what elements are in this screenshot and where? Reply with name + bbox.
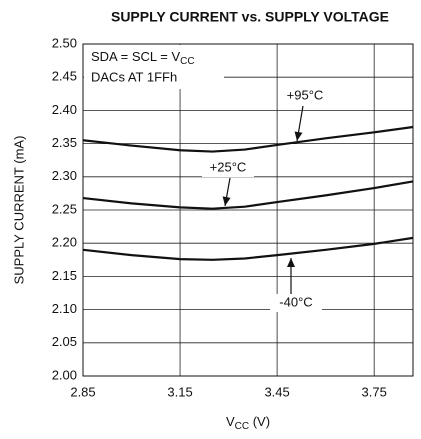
series-line xyxy=(82,180,414,210)
y-tick-label: 2.30 xyxy=(52,168,77,183)
x-axis-label-v: V xyxy=(226,414,235,429)
y-tick-label: 2.25 xyxy=(52,201,77,216)
label-bg xyxy=(202,159,254,177)
x-tick-label: 2.85 xyxy=(70,384,95,399)
annotation-text: SDA = SCL = V xyxy=(91,49,180,64)
y-tick-label: 2.50 xyxy=(52,35,77,50)
x-axis-label: VCC (V) xyxy=(226,414,270,431)
y-tick-label: 2.15 xyxy=(52,268,77,283)
x-axis-label-sub: CC xyxy=(235,421,249,432)
arrow-head xyxy=(294,131,303,141)
x-tick-label: 3.45 xyxy=(264,384,289,399)
series-label: -40°C xyxy=(279,294,312,309)
y-tick-label: 2.40 xyxy=(52,102,77,117)
arrow-head xyxy=(222,196,231,206)
x-tick-label: 3.15 xyxy=(167,384,192,399)
label-bg xyxy=(270,294,322,312)
y-tick-label: 2.10 xyxy=(52,301,77,316)
chart-title: SUPPLY CURRENT vs. SUPPLY VOLTAGE xyxy=(111,9,389,25)
annotation-bg xyxy=(84,45,224,89)
plot-frame xyxy=(82,43,414,377)
series-line xyxy=(82,125,414,153)
series-line xyxy=(82,236,414,261)
y-axis-label: SUPPLY CURRENT (mA) xyxy=(11,136,26,285)
annotation-sub: CC xyxy=(180,56,194,67)
y-tick-label: 2.05 xyxy=(52,334,77,349)
arrow-head xyxy=(287,258,295,267)
x-tick-label: 3.75 xyxy=(362,384,387,399)
annotation: DACs AT 1FFh xyxy=(91,69,177,84)
y-tick-label: 2.45 xyxy=(52,69,77,84)
x-axis-label-unit: (V) xyxy=(249,414,270,429)
series-label: +25°C xyxy=(210,159,247,174)
y-tick-label: 2.00 xyxy=(52,367,77,382)
annotation: SDA = SCL = VCC xyxy=(91,49,195,66)
y-tick-label: 2.35 xyxy=(52,135,77,150)
y-tick-label: 2.20 xyxy=(52,235,77,250)
series-label: +95°C xyxy=(287,87,324,102)
